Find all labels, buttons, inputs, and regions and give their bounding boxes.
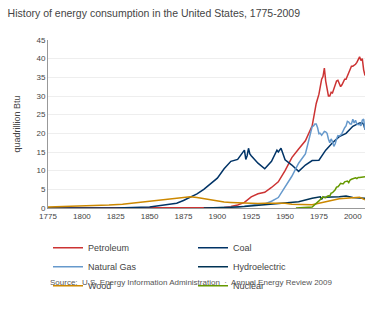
svg-text:1825: 1825: [107, 212, 125, 221]
svg-text:quadrillion Btu: quadrillion Btu: [12, 95, 22, 152]
svg-text:1875: 1875: [175, 212, 193, 221]
svg-text:20: 20: [36, 129, 45, 138]
svg-text:2000: 2000: [344, 212, 362, 221]
svg-text:1850: 1850: [141, 212, 159, 221]
svg-text:25: 25: [36, 110, 45, 119]
svg-text:Nuclear: Nuclear: [233, 281, 264, 291]
svg-text:Petroleum: Petroleum: [88, 243, 129, 253]
svg-text:Wood: Wood: [88, 281, 111, 291]
svg-text:Hydroelectric: Hydroelectric: [233, 262, 286, 272]
svg-text:History of energy consumption: History of energy consumption in the Uni…: [8, 7, 301, 19]
svg-text:45: 45: [36, 36, 45, 45]
svg-text:30: 30: [36, 92, 45, 101]
svg-text:1900: 1900: [208, 212, 226, 221]
svg-text:1800: 1800: [73, 212, 91, 221]
svg-text:Natural Gas: Natural Gas: [88, 262, 137, 272]
svg-text:0: 0: [41, 204, 46, 213]
svg-text:Source: U.S. Energy Informati: Source: U.S. Energy Information Administ…: [50, 278, 332, 287]
svg-text:10: 10: [36, 166, 45, 175]
svg-text:40: 40: [36, 54, 45, 63]
svg-text:1925: 1925: [242, 212, 260, 221]
svg-text:1950: 1950: [276, 212, 294, 221]
svg-text:35: 35: [36, 73, 45, 82]
svg-text:5: 5: [41, 185, 46, 194]
svg-text:1975: 1975: [310, 212, 328, 221]
svg-text:1775: 1775: [39, 212, 57, 221]
svg-text:15: 15: [36, 148, 45, 157]
svg-text:Coal: Coal: [233, 243, 252, 253]
